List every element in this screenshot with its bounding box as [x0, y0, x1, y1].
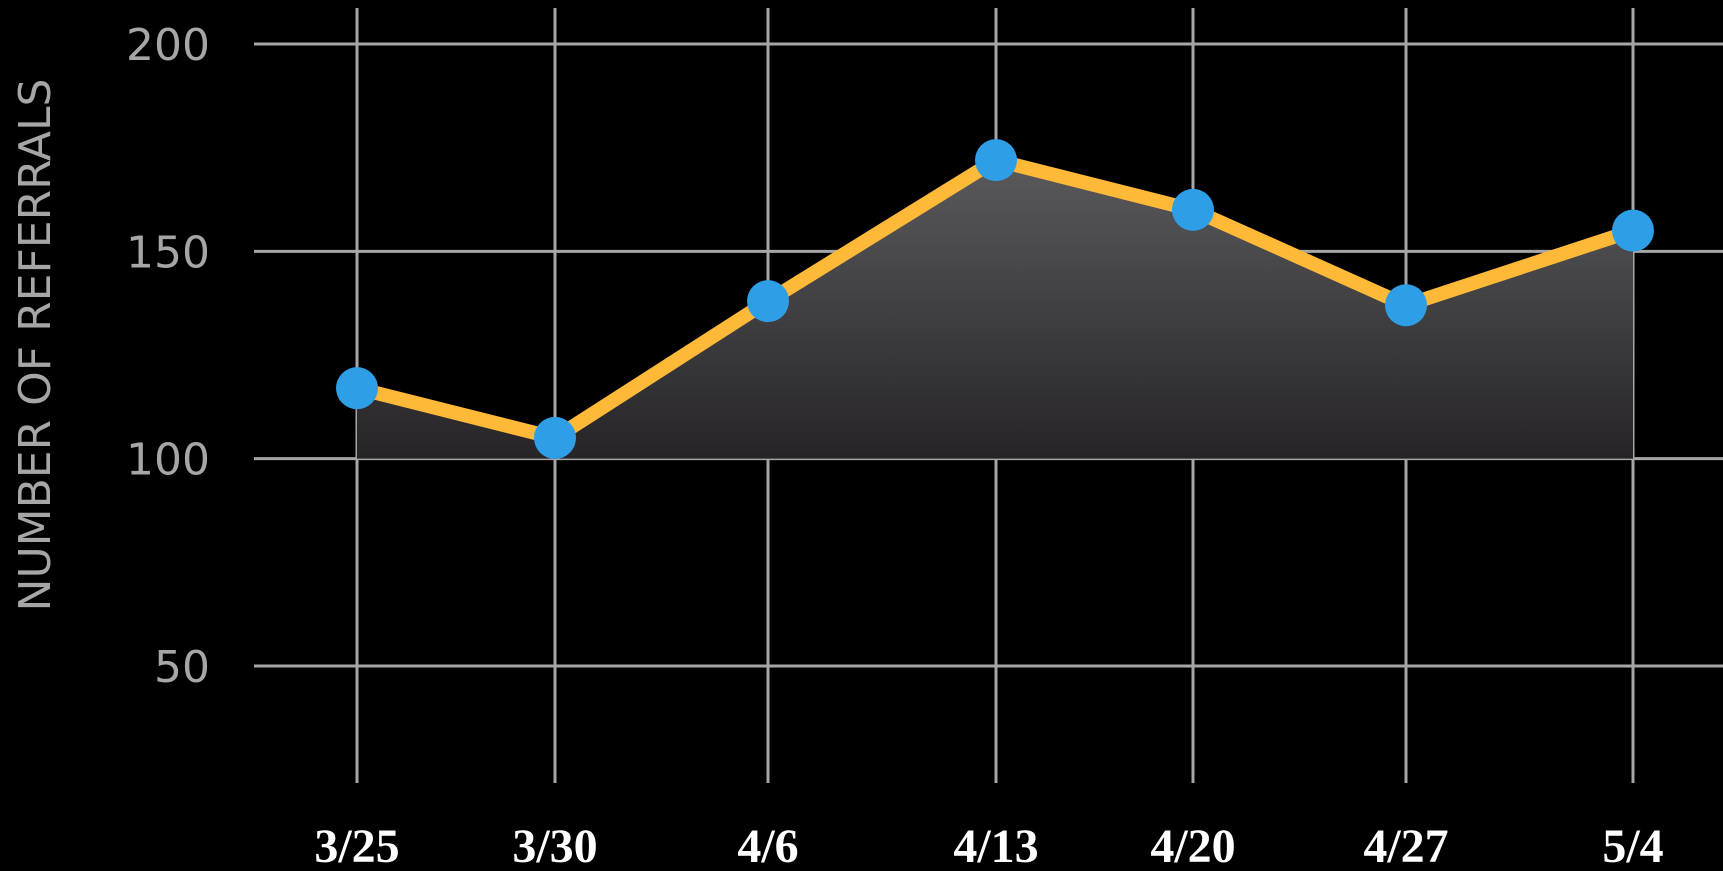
data-point	[534, 416, 576, 459]
data-point	[1612, 209, 1654, 252]
x-tick-label: 5/4	[1602, 820, 1663, 871]
x-tick-label: 4/6	[737, 820, 798, 871]
y-axis-ticks: 50 100 150 200	[126, 20, 210, 693]
data-point	[1172, 188, 1214, 231]
y-tick-label: 150	[126, 227, 210, 278]
y-tick-label: 50	[154, 642, 210, 693]
x-axis-ticks: 3/25 3/30 4/6 4/13 4/20 4/27 5/4	[314, 820, 1663, 871]
x-tick-label: 3/30	[512, 820, 597, 871]
data-points	[336, 139, 1654, 459]
y-tick-label: 100	[126, 435, 210, 486]
x-tick-label: 4/20	[1150, 820, 1235, 871]
x-tick-label: 3/25	[314, 820, 399, 871]
data-point	[975, 139, 1017, 182]
x-tick-label: 4/13	[953, 820, 1038, 871]
y-tick-label: 200	[126, 20, 210, 71]
data-point	[1385, 284, 1427, 327]
data-point	[747, 280, 789, 323]
y-axis-label: NUMBER OF REFERRALS	[10, 79, 61, 612]
data-point	[336, 367, 378, 410]
area-fill	[357, 160, 1633, 459]
x-tick-label: 4/27	[1363, 820, 1448, 871]
